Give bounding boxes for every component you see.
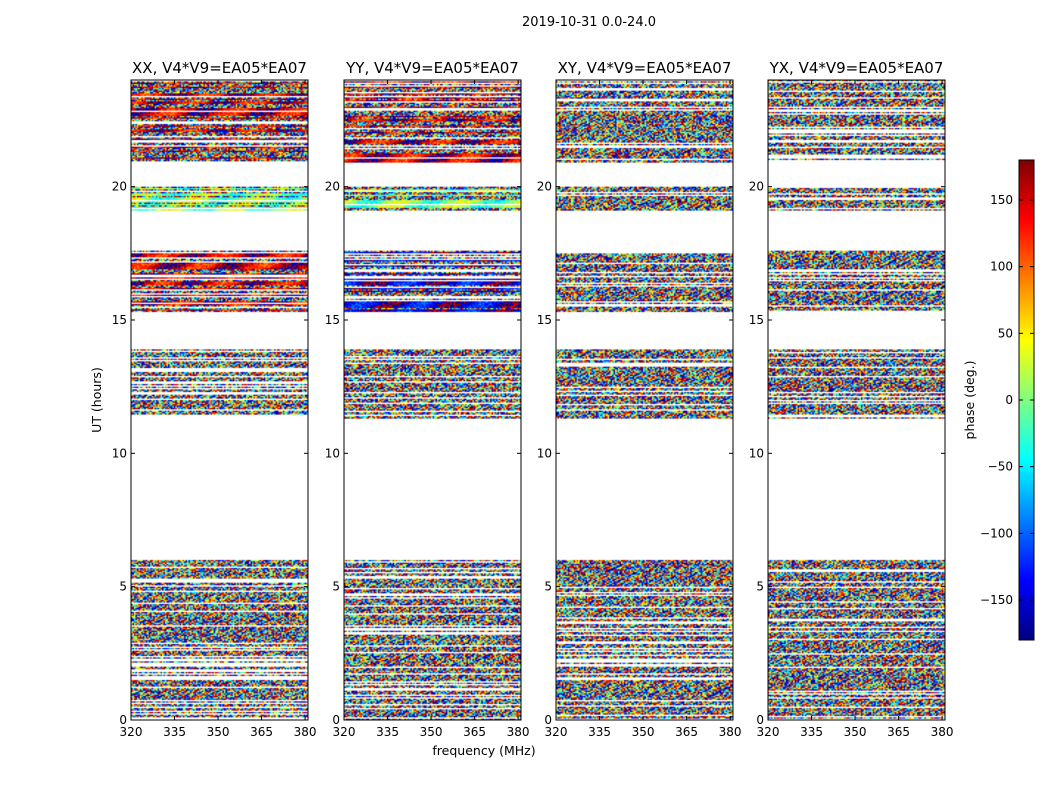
x-tick-label: 380	[719, 725, 742, 739]
colorbar-tick-label: 50	[998, 326, 1013, 340]
x-tick-label: 320	[120, 725, 143, 739]
colorbar-tick-label: −50	[988, 460, 1013, 474]
panel-title: YY, V4*V9=EA05*EA07	[345, 59, 519, 77]
colorbar-label: phase (deg.)	[962, 361, 977, 440]
x-tick-label: 380	[294, 725, 317, 739]
y-tick-label: 15	[112, 313, 127, 327]
panel-title: XX, V4*V9=EA05*EA07	[132, 59, 307, 77]
x-tick-label: 335	[376, 725, 399, 739]
y-tick-label: 5	[119, 580, 127, 594]
phase-heatmap	[131, 80, 308, 720]
x-tick-label: 320	[545, 725, 568, 739]
panels: XX, V4*V9=EA05*EA07 320 335 350 365 380 0 5 10 15…	[112, 59, 954, 739]
colorbar: 150 100 50 0 −50 −100 −150	[980, 159, 1035, 641]
panel-xx: XX, V4*V9=EA05*EA07 320 335 350 365 380 0 5 10 15…	[112, 59, 317, 739]
y-tick-label: 0	[544, 713, 552, 727]
phase-heatmap	[768, 80, 945, 720]
y-axis-label: UT (hours)	[89, 367, 104, 433]
x-tick-label: 320	[333, 725, 356, 739]
figure-title: 2019-10-31 0.0-24.0	[522, 15, 656, 30]
y-tick-label: 15	[749, 313, 764, 327]
axes-frame	[130, 79, 309, 721]
panel-title: XY, V4*V9=EA05*EA07	[558, 59, 732, 77]
x-tick-label: 350	[207, 725, 230, 739]
x-tick-label: 320	[757, 725, 780, 739]
y-tick-label: 10	[749, 446, 764, 460]
colorbar-tick-label: 150	[990, 193, 1013, 207]
x-tick-label: 350	[844, 725, 867, 739]
x-tick-label: 365	[887, 725, 910, 739]
y-tick-label: 5	[756, 580, 764, 594]
y-tick-label: 20	[112, 180, 127, 194]
y-tick-label: 5	[332, 580, 340, 594]
y-tick-label: 0	[119, 713, 127, 727]
x-tick-label: 365	[463, 725, 486, 739]
colorbar-tick-label: 100	[990, 260, 1013, 274]
x-tick-label: 380	[931, 725, 954, 739]
colorbar-tick-label: −150	[980, 593, 1013, 607]
y-tick-label: 20	[325, 180, 340, 194]
y-tick-label: 5	[544, 580, 552, 594]
y-tick-label: 10	[537, 446, 552, 460]
y-tick-label: 20	[749, 180, 764, 194]
x-tick-label: 365	[675, 725, 698, 739]
x-axis-label: frequency (MHz)	[432, 743, 535, 758]
y-tick-label: 10	[112, 446, 127, 460]
axes-frame	[555, 79, 734, 721]
x-tick-label: 335	[588, 725, 611, 739]
x-tick-label: 365	[250, 725, 273, 739]
y-tick-label: 0	[756, 713, 764, 727]
axes-frame	[343, 79, 522, 721]
panel-yx: YX, V4*V9=EA05*EA07 320 335 350 365 380 0 5 10 15…	[749, 59, 954, 739]
x-tick-label: 335	[163, 725, 186, 739]
panel-title: YX, V4*V9=EA05*EA07	[769, 59, 944, 77]
colorbar-tick-label: 0	[1005, 393, 1013, 407]
y-tick-label: 15	[537, 313, 552, 327]
phase-heatmap	[344, 80, 521, 720]
y-tick-label: 10	[325, 446, 340, 460]
x-tick-label: 350	[632, 725, 655, 739]
phase-heatmap	[556, 80, 733, 720]
panel-xy: XY, V4*V9=EA05*EA07 320 335 350 365 380 0 5 10 15…	[537, 59, 742, 739]
x-tick-label: 350	[420, 725, 443, 739]
colorbar-gradient	[1019, 160, 1034, 640]
x-tick-label: 380	[507, 725, 530, 739]
y-tick-label: 0	[332, 713, 340, 727]
y-tick-label: 15	[325, 313, 340, 327]
panel-yy: YY, V4*V9=EA05*EA07 320 335 350 365 380 0 5 10 15…	[325, 59, 530, 739]
x-tick-label: 335	[800, 725, 823, 739]
axes-frame	[767, 79, 946, 721]
colorbar-tick-label: −100	[980, 526, 1013, 540]
y-tick-label: 20	[537, 180, 552, 194]
